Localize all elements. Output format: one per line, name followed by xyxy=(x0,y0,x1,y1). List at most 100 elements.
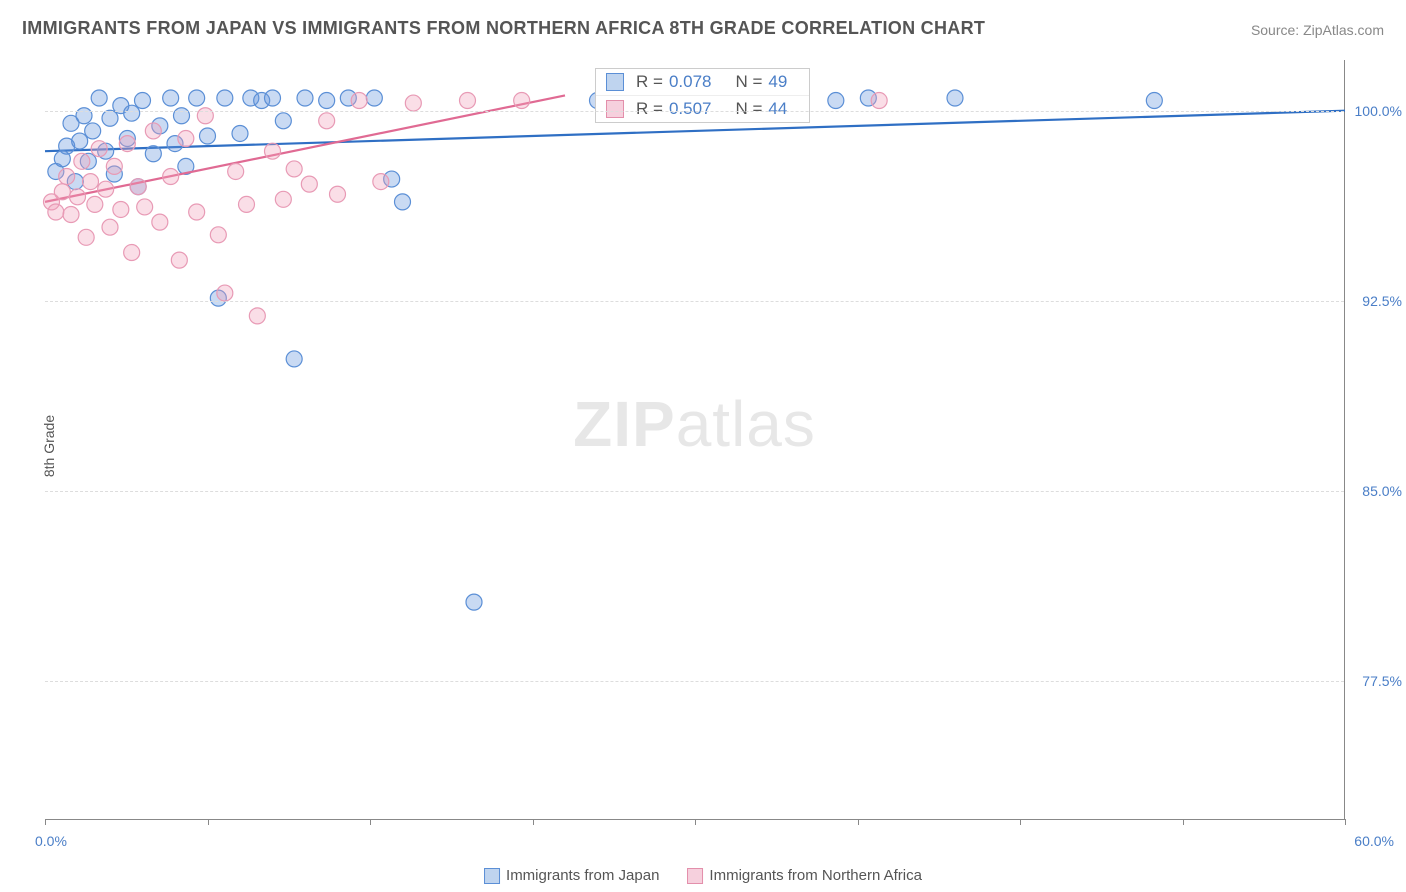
stat-r-value-japan: 0.078 xyxy=(669,72,712,92)
x-axis-min-label: 0.0% xyxy=(35,833,67,849)
x-tick xyxy=(208,819,209,825)
y-tick-label: 100.0% xyxy=(1355,103,1402,119)
data-point-nafrica xyxy=(130,179,146,195)
x-tick xyxy=(45,819,46,825)
legend-swatch-nafrica xyxy=(687,868,703,884)
data-point-nafrica xyxy=(152,214,168,230)
data-point-nafrica xyxy=(54,184,70,200)
y-tick-label: 77.5% xyxy=(1362,673,1402,689)
data-point-nafrica xyxy=(330,186,346,202)
data-point-nafrica xyxy=(124,245,140,261)
correlation-stat-box: R = 0.078 N = 49 R = 0.507 N = 44 xyxy=(595,68,810,123)
stat-row-nafrica: R = 0.507 N = 44 xyxy=(596,96,809,122)
data-point-nafrica xyxy=(163,169,179,185)
data-point-japan xyxy=(947,90,963,106)
data-point-nafrica xyxy=(48,204,64,220)
data-point-japan xyxy=(319,93,335,109)
stat-swatch-japan xyxy=(606,73,624,91)
data-point-nafrica xyxy=(98,181,114,197)
data-point-nafrica xyxy=(319,113,335,129)
data-point-nafrica xyxy=(217,285,233,301)
legend: Immigrants from Japan Immigrants from Nor… xyxy=(484,867,922,884)
data-point-japan xyxy=(265,90,281,106)
stat-n-value-japan: 49 xyxy=(768,72,787,92)
data-point-japan xyxy=(85,123,101,139)
data-point-nafrica xyxy=(137,199,153,215)
x-axis-max-label: 60.0% xyxy=(1354,833,1394,849)
stat-n-label: N = xyxy=(735,99,762,119)
data-point-japan xyxy=(124,105,140,121)
stat-n-value-nafrica: 44 xyxy=(768,99,787,119)
chart-title: IMMIGRANTS FROM JAPAN VS IMMIGRANTS FROM… xyxy=(22,18,985,39)
data-point-nafrica xyxy=(171,252,187,268)
data-point-nafrica xyxy=(70,189,86,205)
stat-r-label: R = xyxy=(636,99,663,119)
gridline xyxy=(45,301,1344,302)
data-point-japan xyxy=(275,113,291,129)
data-point-nafrica xyxy=(275,191,291,207)
stat-r-label: R = xyxy=(636,72,663,92)
x-tick xyxy=(695,819,696,825)
data-point-japan xyxy=(72,133,88,149)
data-point-nafrica xyxy=(460,93,476,109)
data-point-nafrica xyxy=(228,163,244,179)
data-point-nafrica xyxy=(113,201,129,217)
x-tick xyxy=(1183,819,1184,825)
stat-row-japan: R = 0.078 N = 49 xyxy=(596,69,809,96)
data-point-nafrica xyxy=(91,141,107,157)
data-point-nafrica xyxy=(373,174,389,190)
data-point-japan xyxy=(163,90,179,106)
data-point-nafrica xyxy=(74,153,90,169)
data-point-nafrica xyxy=(239,196,255,212)
x-tick xyxy=(1345,819,1346,825)
data-point-japan xyxy=(286,351,302,367)
data-point-japan xyxy=(200,128,216,144)
legend-item-japan: Immigrants from Japan xyxy=(484,867,659,884)
x-tick xyxy=(533,819,534,825)
data-point-nafrica xyxy=(102,219,118,235)
data-point-japan xyxy=(828,93,844,109)
data-point-nafrica xyxy=(178,131,194,147)
x-tick xyxy=(1020,819,1021,825)
x-tick xyxy=(370,819,371,825)
legend-item-nafrica: Immigrants from Northern Africa xyxy=(687,867,922,884)
legend-label-japan: Immigrants from Japan xyxy=(506,867,659,884)
data-point-nafrica xyxy=(286,161,302,177)
plot-area: ZIPatlas R =0.078N =49R =0.507N =44 0.0%… xyxy=(45,60,1345,820)
legend-swatch-japan xyxy=(484,868,500,884)
data-point-nafrica xyxy=(145,123,161,139)
x-tick xyxy=(858,819,859,825)
data-point-japan xyxy=(297,90,313,106)
stat-n-label: N = xyxy=(735,72,762,92)
data-point-japan xyxy=(466,594,482,610)
stat-r-value-nafrica: 0.507 xyxy=(669,99,712,119)
data-point-japan xyxy=(135,93,151,109)
data-point-japan xyxy=(232,125,248,141)
data-point-japan xyxy=(102,110,118,126)
data-point-nafrica xyxy=(59,169,75,185)
data-point-nafrica xyxy=(514,93,530,109)
data-point-nafrica xyxy=(210,227,226,243)
data-point-nafrica xyxy=(78,229,94,245)
data-point-japan xyxy=(189,90,205,106)
data-point-nafrica xyxy=(871,93,887,109)
data-point-nafrica xyxy=(405,95,421,111)
y-tick-label: 92.5% xyxy=(1362,293,1402,309)
gridline xyxy=(45,111,1344,112)
data-point-japan xyxy=(145,146,161,162)
legend-label-nafrica: Immigrants from Northern Africa xyxy=(709,867,922,884)
data-point-nafrica xyxy=(83,174,99,190)
data-point-japan xyxy=(1146,93,1162,109)
source-attribution: Source: ZipAtlas.com xyxy=(1251,22,1384,38)
data-point-nafrica xyxy=(351,93,367,109)
data-point-japan xyxy=(366,90,382,106)
y-tick-label: 85.0% xyxy=(1362,483,1402,499)
data-point-nafrica xyxy=(63,207,79,223)
data-point-nafrica xyxy=(106,158,122,174)
data-point-nafrica xyxy=(189,204,205,220)
data-point-nafrica xyxy=(87,196,103,212)
data-point-japan xyxy=(395,194,411,210)
gridline xyxy=(45,681,1344,682)
stat-swatch-nafrica xyxy=(606,100,624,118)
data-point-nafrica xyxy=(119,136,135,152)
